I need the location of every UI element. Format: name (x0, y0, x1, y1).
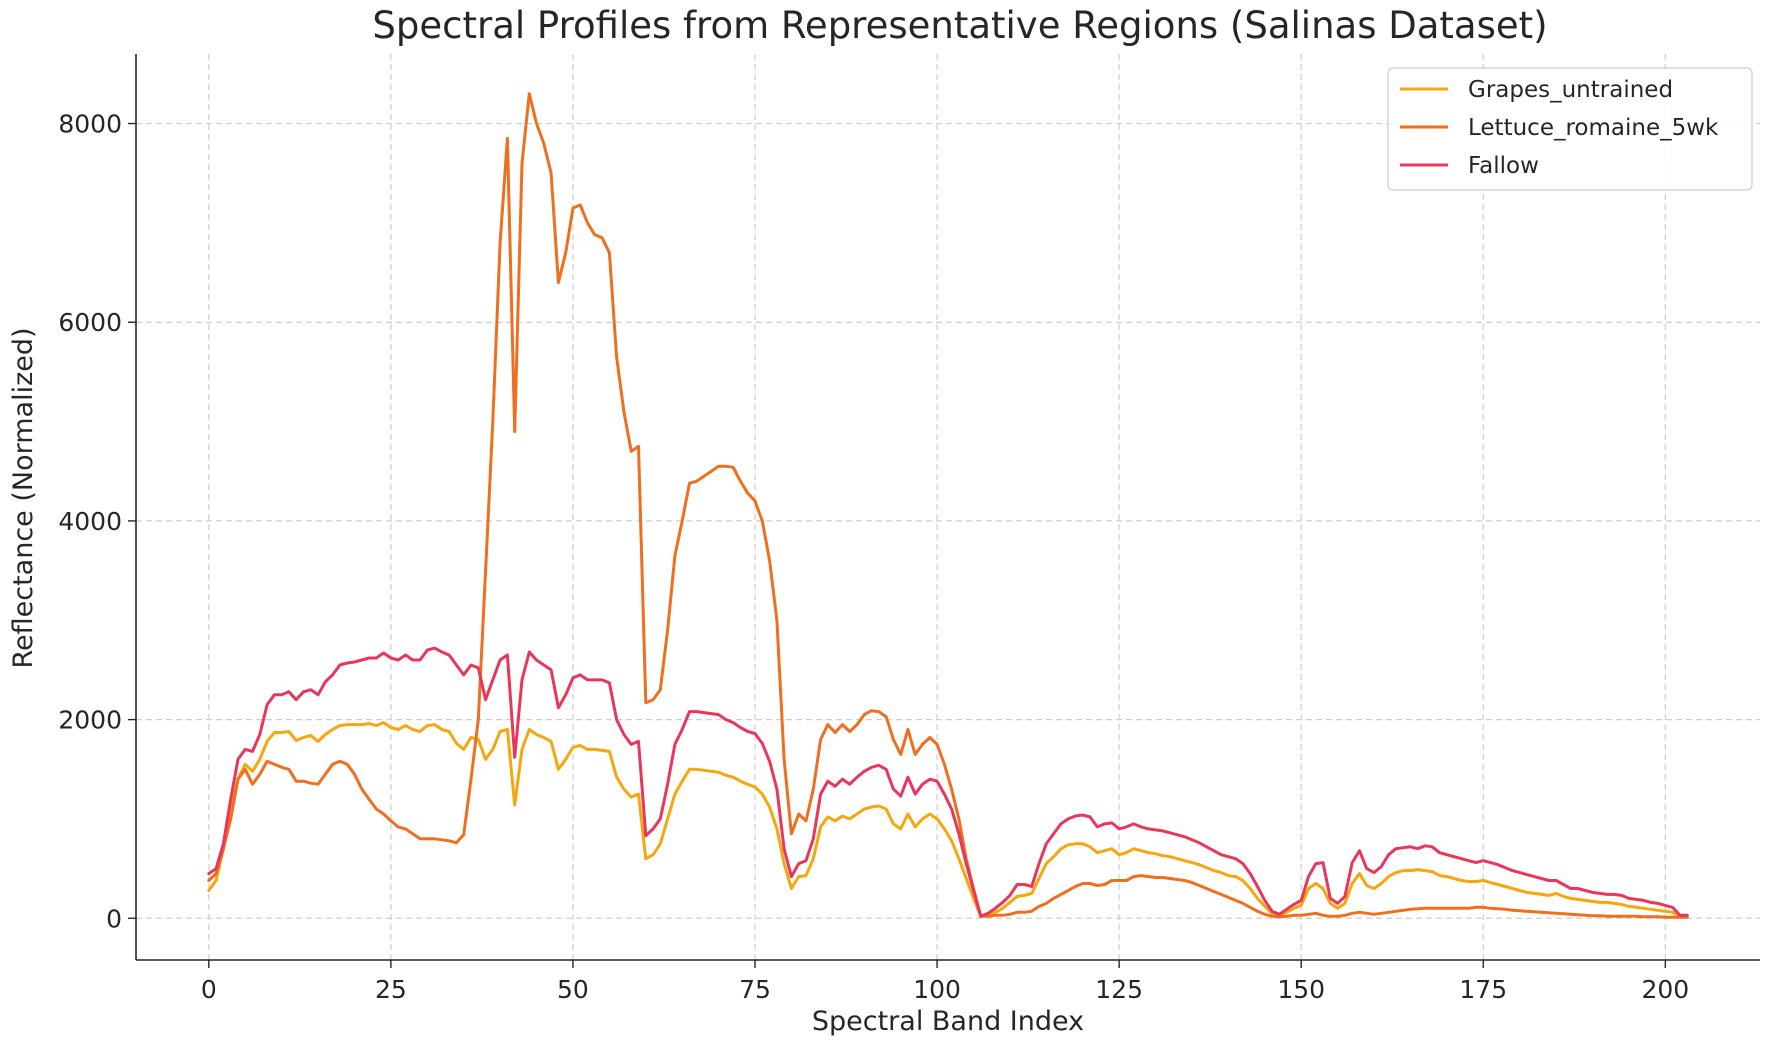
x-tick-label: 150 (1277, 975, 1325, 1004)
series-line-fallow (207, 646, 1689, 918)
x-tick-label: 100 (913, 975, 961, 1004)
x-tick-label: 75 (739, 975, 771, 1004)
legend-label: Fallow (1468, 153, 1539, 179)
chart-title: Spectral Profiles from Representative Re… (372, 4, 1547, 47)
series-line-lettuce-romaine-5wk (207, 92, 1689, 919)
legend-label: Lettuce_romaine_5wk (1468, 115, 1719, 141)
legend: Grapes_untrained Lettuce_romaine_5wk Fallo… (1387, 67, 1753, 191)
legend-label: Grapes_untrained (1468, 77, 1673, 103)
y-tick-label: 0 (106, 904, 122, 933)
x-tick-label: 25 (375, 975, 407, 1004)
x-tick-label: 50 (557, 975, 589, 1004)
y-tick-label: 6000 (58, 308, 122, 337)
x-tick-label: 175 (1459, 975, 1507, 1004)
y-tick-label: 2000 (58, 706, 122, 735)
y-tick-label: 8000 (58, 110, 122, 139)
series-line-grapes-untrained (207, 721, 1689, 918)
x-tick-label: 125 (1095, 975, 1143, 1004)
legend-box (1387, 67, 1753, 191)
y-tick-label: 4000 (58, 507, 122, 536)
y-axis-label: Reflectance (Normalized) (8, 327, 39, 668)
x-tick-label: 200 (1641, 975, 1689, 1004)
x-axis-label: Spectral Band Index (812, 1006, 1084, 1037)
x-tick-label: 0 (201, 975, 217, 1004)
series-group (207, 92, 1689, 919)
